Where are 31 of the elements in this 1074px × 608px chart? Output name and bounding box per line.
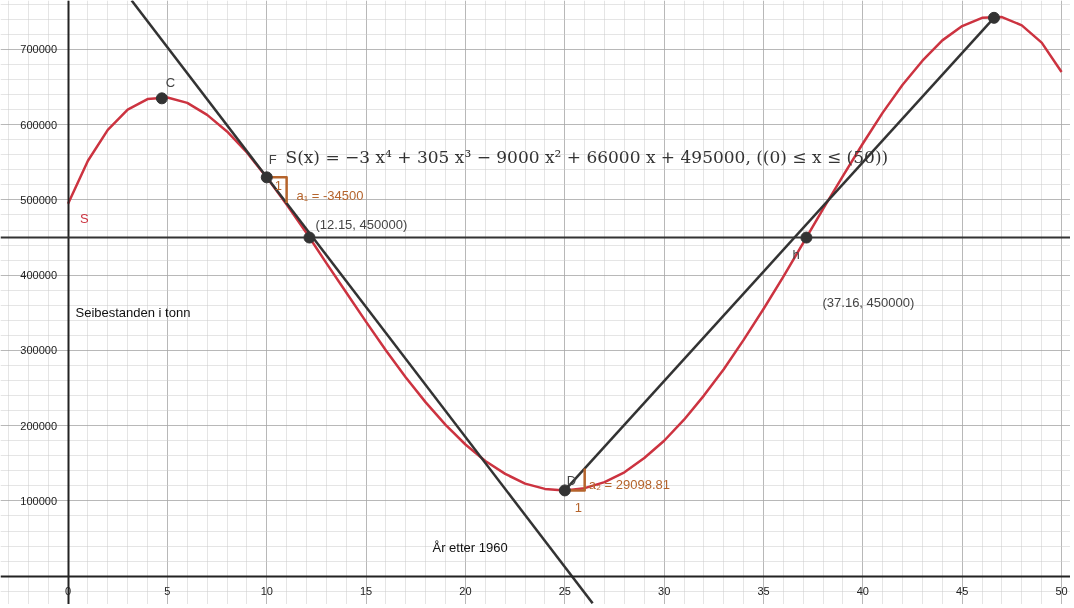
x-tick-label: 50 — [1055, 585, 1068, 598]
point — [155, 92, 168, 105]
x-axis-title: År etter 1960 — [432, 539, 508, 555]
y-tick-label: 100000 — [20, 494, 58, 507]
x-tick-label: 30 — [658, 585, 671, 598]
x-tick-label: 45 — [956, 585, 969, 598]
annotation: F — [268, 152, 277, 168]
x-tick-label: 25 — [558, 585, 571, 598]
point — [558, 484, 571, 497]
point — [988, 11, 1000, 24]
point — [260, 171, 273, 184]
annotation: a₁ = -34500 — [296, 188, 364, 203]
y-tick-label: 300000 — [20, 344, 58, 357]
x-tick-label: 10 — [260, 585, 273, 598]
annotation: 1 — [574, 500, 582, 516]
y-axis-title: Seibestanden i tonn — [75, 304, 191, 320]
x-tick-label: 35 — [757, 585, 770, 598]
series-label: S — [80, 210, 90, 226]
x-tick-label: 20 — [459, 585, 472, 598]
y-tick-label: 400000 — [20, 269, 58, 282]
y-tick-label: 700000 — [20, 43, 58, 56]
x-tick-label: 40 — [856, 585, 869, 598]
x-tick-label: 15 — [359, 585, 373, 598]
annotation: C — [165, 75, 176, 91]
annotation: (37.16, 450000) — [822, 295, 915, 310]
annotation: (12.15, 450000) — [315, 216, 408, 232]
y-tick-label: 500000 — [20, 193, 58, 206]
x-tick-label: 5 — [164, 585, 171, 598]
y-tick-label: 600000 — [20, 118, 58, 131]
annotation: 1 — [274, 178, 282, 194]
y-tick-label: 200000 — [20, 419, 58, 432]
